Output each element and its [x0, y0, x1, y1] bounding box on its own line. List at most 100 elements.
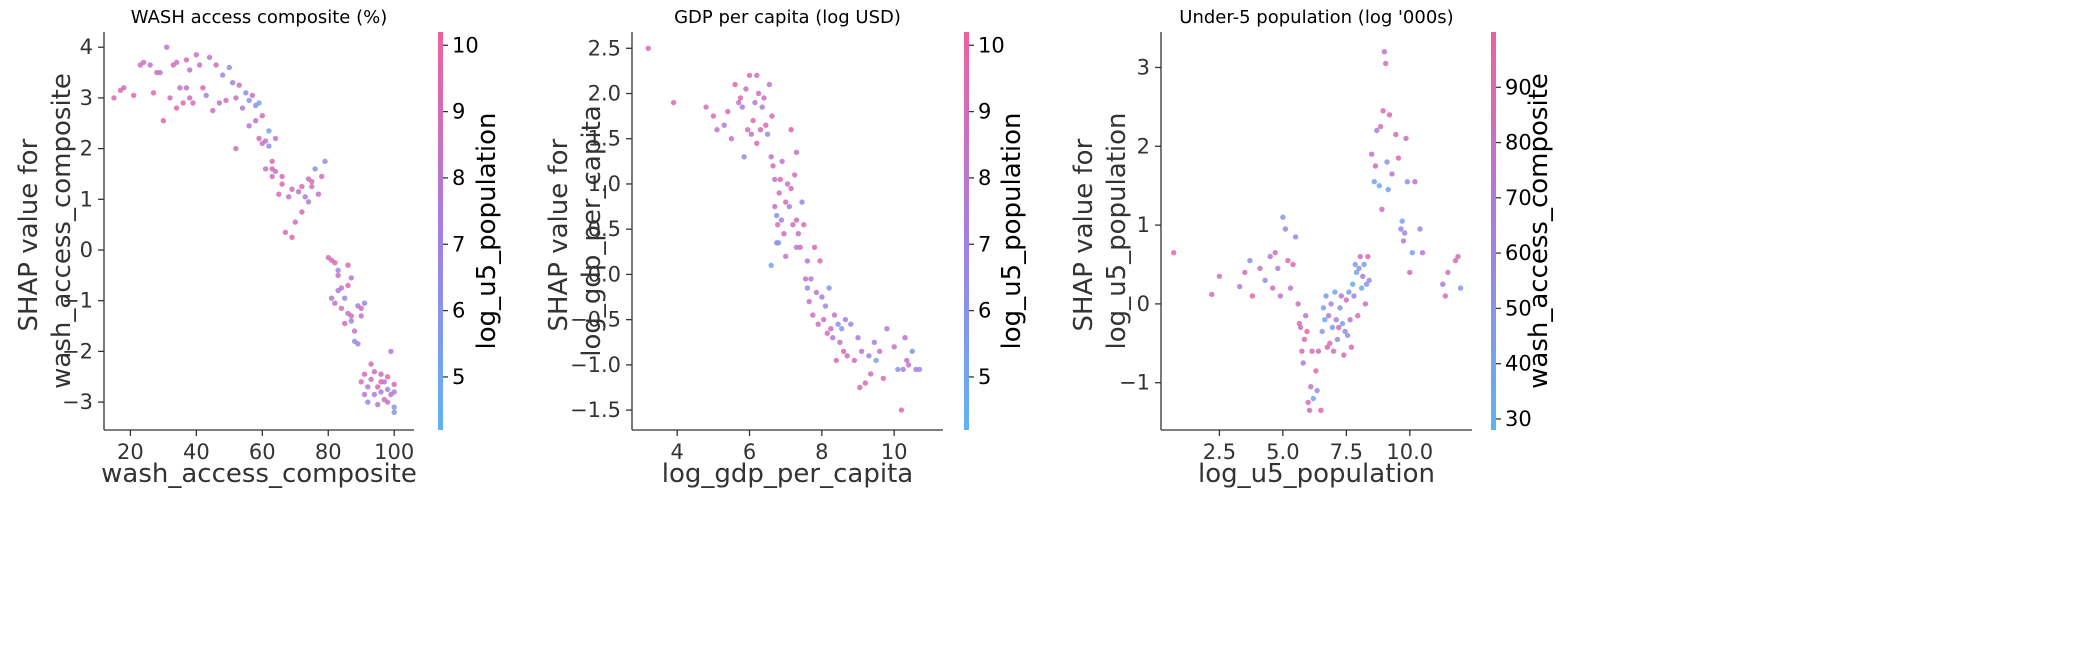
scatter-point [755, 90, 762, 97]
y-axis-label-line2: wash_access_composite [47, 73, 77, 389]
colorbar-tick-label: 9 [452, 100, 465, 124]
scatter-point [793, 149, 800, 155]
scatter-point [243, 90, 249, 96]
scatter-point [348, 318, 354, 324]
scatter-point [737, 95, 744, 101]
scatter-point [1356, 265, 1362, 272]
scatter-point [276, 191, 282, 197]
scatter-point [1313, 368, 1319, 374]
scatter-point [1322, 317, 1328, 323]
colorbar-tick-label: 8 [978, 166, 991, 190]
scatter-point [1309, 348, 1315, 354]
scatter-point [828, 326, 834, 332]
scatter-point [721, 122, 727, 128]
scatter-point [776, 190, 782, 196]
colorbar-tick-label: 7 [452, 232, 465, 256]
scatter-point [206, 54, 213, 61]
scatter-point [783, 199, 789, 205]
scatter-point [904, 357, 910, 364]
scatter-point [249, 92, 256, 99]
scatter-point [299, 209, 305, 215]
scatter-point [1320, 305, 1327, 311]
scatter-point [378, 379, 384, 385]
x-tick-label: 100 [374, 440, 414, 464]
y-axis-label: SHAP value for log_u5_population [1069, 112, 1132, 349]
scatter-point [1440, 281, 1446, 287]
scatter-point [858, 348, 865, 354]
scatter-point [342, 295, 348, 301]
scatter-point [256, 135, 262, 142]
scatter-point [851, 357, 858, 364]
scatter-point [804, 285, 811, 291]
scatter-point [868, 371, 874, 377]
scatter-point [768, 154, 774, 160]
scatter-point [384, 386, 391, 393]
scatter-point [1299, 348, 1305, 354]
scatter-point [728, 136, 735, 142]
scatter-point [775, 222, 781, 228]
scatter-point [777, 176, 783, 183]
scatter-point [164, 44, 170, 50]
scatter-point [233, 95, 239, 101]
scatter-point [766, 81, 773, 88]
scatter-points [1171, 49, 1464, 413]
scatter-point [1337, 305, 1343, 311]
scatter-point [779, 158, 785, 165]
colorbar-tick-label: 5 [452, 365, 465, 389]
scatter-point [246, 97, 252, 104]
scatter-point [177, 85, 183, 91]
scatter-point [157, 69, 163, 76]
scatter-point [173, 59, 180, 66]
x-tick-label: 10.0 [1386, 440, 1433, 464]
scatter-point [391, 389, 397, 395]
scatter-point [187, 67, 193, 73]
y-axis-label-line1: SHAP value for [1069, 138, 1099, 331]
scatter-point [1455, 253, 1461, 260]
scatter-point [328, 295, 335, 301]
scatter-point [873, 357, 879, 364]
scatter-point [1280, 214, 1286, 220]
scatter-point [348, 313, 354, 319]
scatter-point [1379, 206, 1385, 212]
scatter-point [855, 335, 861, 341]
scatter-point [1242, 269, 1248, 276]
scatter-point [173, 105, 180, 111]
colorbar-tick-label: 10 [452, 33, 479, 57]
scatter-point [302, 194, 308, 200]
y-tick-label: 0.0 [588, 262, 621, 286]
scatter-point [1385, 186, 1391, 193]
colorbar-tick-label: 70 [1505, 186, 1532, 210]
scatter-point [1336, 324, 1342, 331]
colorbar-tick-label: 5 [978, 365, 991, 389]
scatter-point [1363, 281, 1370, 287]
scatter-point [1393, 131, 1399, 138]
scatter-point [1366, 277, 1372, 283]
scatter-point [239, 105, 246, 111]
scatter-point [1308, 384, 1314, 390]
axes: 2.5 5.0 7.5 10.0 −1 0 1 2 3 [1119, 32, 1472, 464]
scatter-point [813, 289, 820, 296]
scatter-point [670, 99, 677, 106]
scatter-point [286, 194, 292, 200]
scatter-point [1297, 324, 1304, 331]
scatter-point [262, 166, 269, 172]
x-tick-label: 2.5 [1203, 440, 1236, 464]
scatter-point [837, 339, 843, 345]
scatter-point [272, 135, 279, 142]
y-tick-label: 3 [80, 86, 93, 110]
scatter-point [223, 97, 229, 104]
scatter-point [282, 229, 289, 235]
scatter-point [1374, 127, 1380, 134]
colorbar-tick-label: 40 [1505, 352, 1532, 376]
scatter-point [1371, 179, 1378, 185]
scatter-point [1334, 336, 1341, 343]
scatter-point [884, 326, 890, 332]
scatter-point [338, 285, 345, 291]
scatter-point [1350, 281, 1356, 287]
scatter-point [703, 104, 709, 110]
scatter-point [792, 172, 798, 178]
scatter-point [1361, 261, 1367, 268]
scatter-point [1325, 313, 1332, 319]
y-tick-label: 1 [1137, 213, 1150, 237]
